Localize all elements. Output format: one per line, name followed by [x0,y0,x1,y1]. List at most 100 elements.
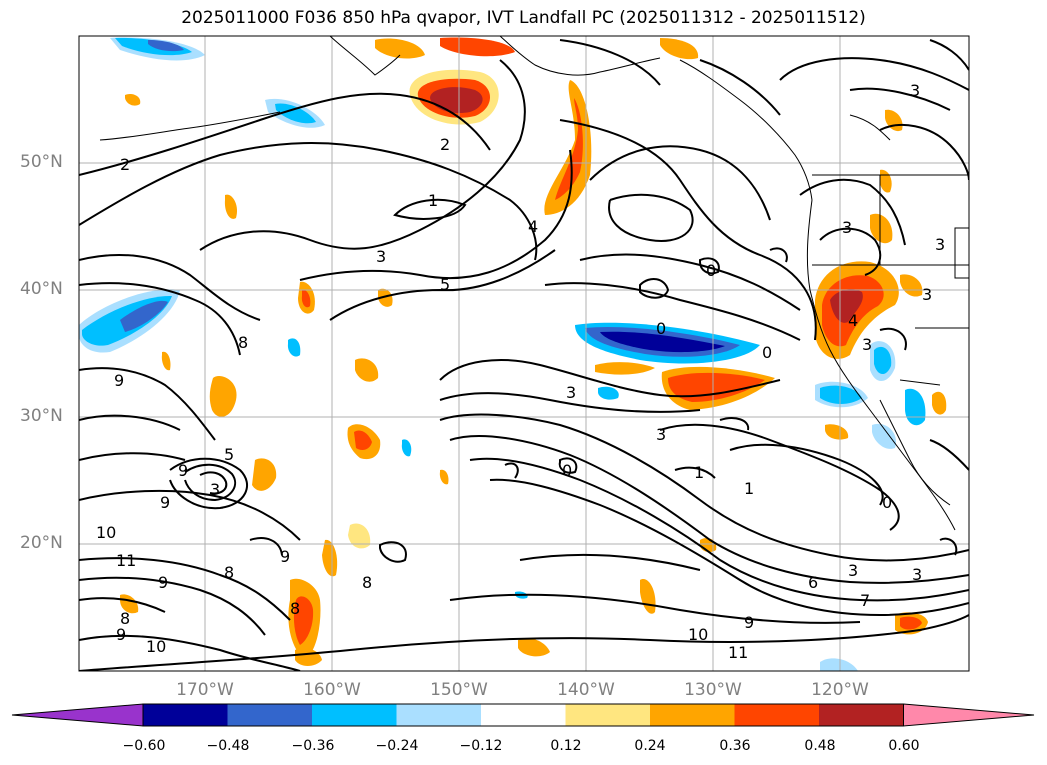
anomaly-patch-negative [275,103,316,124]
colorbar-extend-min [11,703,144,727]
colorbar-extend-max [903,703,1035,727]
contour-label: 3 [935,235,945,254]
lon-label: 140°W [557,680,615,700]
ivt-contours [79,39,969,671]
anomaly-patch-positive [555,98,583,200]
anomaly-patch-positive [830,289,863,323]
contour-label: 0 [656,319,666,338]
contour-label: 8 [238,333,248,352]
anomaly-patch-positive [660,38,699,60]
contour-label: 2 [440,135,450,154]
contour-label: 5 [224,445,234,464]
colorbar-segment [396,704,481,726]
contour-label: 5 [440,275,450,294]
contour-label: 3 [842,218,852,237]
contour-label: 8 [120,609,130,628]
lon-label: 170°W [176,680,234,700]
contour-label: 3 [656,425,666,444]
contour-label: 9 [116,625,126,644]
contour-label: 0 [562,461,572,480]
anomaly-patch-positive [595,362,655,375]
contour-label: 3 [910,81,920,100]
anomaly-patch-positive [293,596,314,645]
colorbar-tick-label: 0.60 [888,738,920,754]
anomaly-patch-negative [872,423,896,449]
colorbar-segment [312,704,397,726]
lon-label: 160°W [303,680,361,700]
contour-label: 4 [528,217,538,236]
contour-label: 3 [862,335,872,354]
lon-label: 150°W [430,680,488,700]
colorbar-segment [734,704,819,726]
anomaly-patch-negative [874,346,892,375]
contour-label: 3 [922,285,932,304]
anomaly-patch-positive [375,38,425,59]
anomaly-patch-positive [668,372,765,402]
anomaly-patch-positive [932,391,947,415]
colorbar-segment [565,704,650,726]
contour-label: 9 [158,573,168,592]
anomaly-patch-positive [209,376,237,417]
anomaly-patch-negative [820,658,858,671]
contour-label: 0 [762,343,772,362]
colorbar-tick-label: −0.12 [459,738,503,754]
contour-label: 9 [744,613,754,632]
anomaly-patch-positive [348,523,371,549]
anomaly-patch-positive [125,94,141,106]
contour-label: 8 [290,599,300,618]
anomaly-patch-positive [900,616,922,630]
contour-labels: 2 2 1 3 5 4 3 3 3 9 8 9 5 9 3 10 11 9 8 … [96,81,945,662]
colorbar-tick-label: −0.48 [206,738,250,754]
lat-label: 20°N [20,533,63,553]
lon-label: 120°W [811,680,869,700]
contour-label: 4 [848,311,858,330]
plot-background [79,36,969,671]
contour-label: 11 [116,551,136,570]
anomaly-patch-positive [870,213,893,244]
graticule [79,36,969,671]
contour-label: 3 [912,565,922,584]
colorbar-tick-label: 0.48 [804,738,836,754]
contour-label: 6 [808,573,818,592]
contour-label: 10 [146,637,166,656]
colorbar-segment [819,704,904,726]
contour-label: 8 [362,573,372,592]
lat-label: 50°N [20,152,63,172]
contour-label: 10 [96,523,116,542]
colorbar-tick-label: 0.36 [719,738,751,754]
contour-label: 3 [210,480,220,499]
contour-label: 9 [114,371,124,390]
anomaly-patch-positive [439,469,449,485]
contour-label: 11 [728,643,748,662]
anomaly-patch-positive [518,638,550,657]
contour-label: 3 [848,561,858,580]
contour-label: 0 [706,261,716,280]
colorbar-segment [143,704,228,726]
anomaly-patch-positive [355,358,379,382]
plot-frame [78,35,970,672]
anomaly-patch-positive [825,424,849,440]
anomaly-patch-positive [900,274,923,297]
contour-label: 8 [224,563,234,582]
contour-label: 0 [882,493,892,512]
contour-label: 10 [688,625,708,644]
contour-label: 9 [280,547,290,566]
anomaly-patch-positive [161,351,171,371]
anomaly-patch-positive [252,458,277,491]
contour-label: 9 [160,493,170,512]
anomaly-patch-negative [148,40,184,52]
anomaly-patch-positive [378,288,393,307]
colorbar-tick-label: 0.12 [550,738,582,754]
colorbar-segment [227,704,312,726]
contour-label: 1 [744,479,754,498]
anomaly-patch-negative [120,300,168,332]
anomaly-patch-negative [598,386,619,400]
colorbar-tick-label: 0.24 [634,738,666,754]
anomaly-patch-negative [820,385,862,404]
anomaly-patch-negative [600,331,725,353]
coastlines [99,36,969,531]
contour-label: 2 [120,155,130,174]
anomaly-patch-negative [287,338,301,357]
shaded-fields [79,37,947,671]
